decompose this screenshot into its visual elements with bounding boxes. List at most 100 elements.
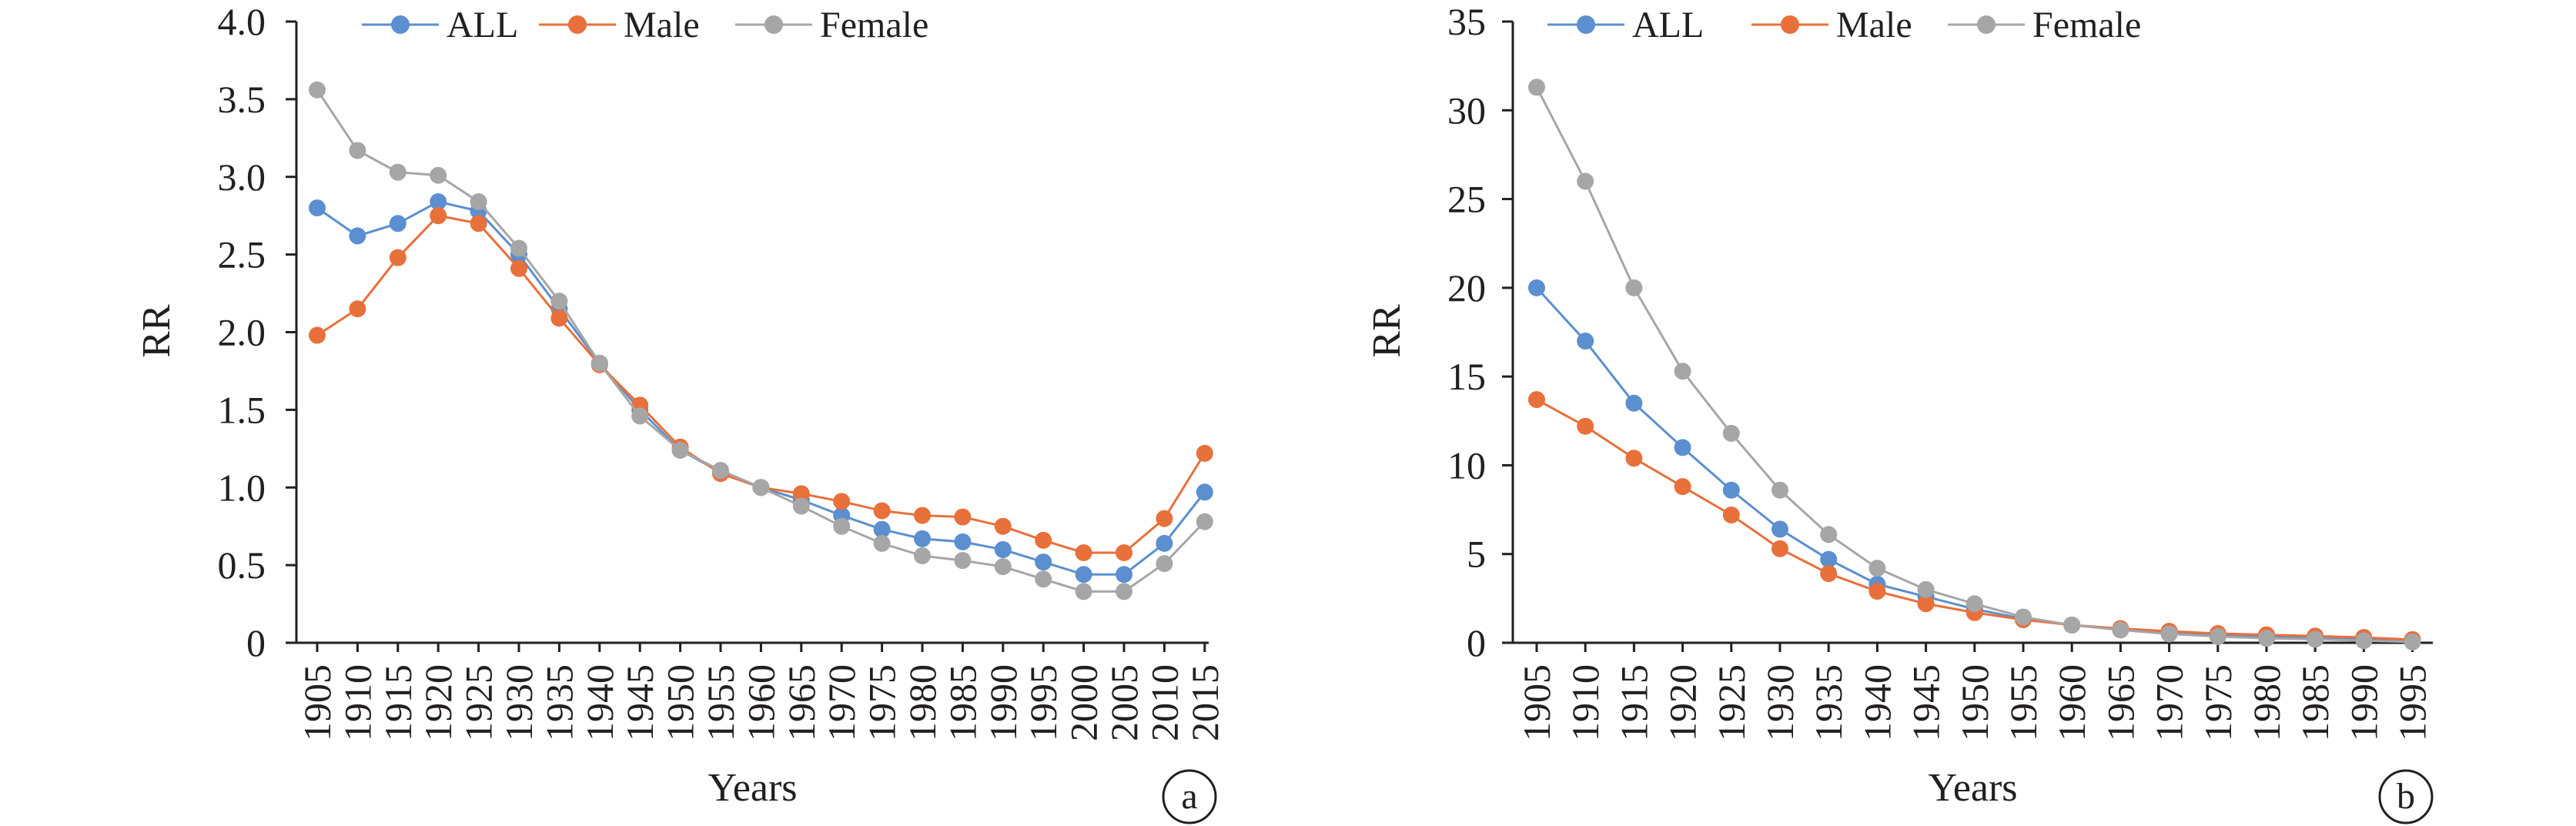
y-tick-label: 1.0 xyxy=(218,466,266,509)
data-point-female xyxy=(1917,580,1935,598)
data-point-female xyxy=(1116,583,1132,600)
x-tick-label: 1960 xyxy=(2050,664,2093,741)
x-tick-label: 1960 xyxy=(739,664,782,741)
x-tick-label: 1990 xyxy=(982,664,1025,741)
data-point-female xyxy=(792,497,810,515)
x-tick-label: 1930 xyxy=(497,664,540,741)
x-tick-label: 1995 xyxy=(1022,664,1065,741)
data-point-female xyxy=(631,407,649,425)
data-point-male xyxy=(1035,531,1052,549)
data-point-female xyxy=(2015,608,2032,626)
data-point-female xyxy=(1771,481,1788,499)
legend-label: Male xyxy=(1836,5,1912,45)
x-tick-label: 2010 xyxy=(1142,664,1186,741)
data-point-female xyxy=(550,293,568,310)
x-tick-label: 1935 xyxy=(537,664,580,741)
y-tick-label: 1.5 xyxy=(218,388,266,431)
legend-marker xyxy=(1977,15,1996,34)
x-tick-label: 1925 xyxy=(457,664,500,741)
data-point-female xyxy=(1965,595,1983,613)
x-tick-label: 1950 xyxy=(1953,664,1996,741)
data-point-male xyxy=(1625,450,1643,467)
data-point-all xyxy=(1625,394,1643,412)
panel-tag-circle xyxy=(1162,769,1217,824)
legend-marker xyxy=(1577,15,1595,34)
data-point-all xyxy=(1116,566,1132,584)
data-point-male xyxy=(389,249,406,266)
data-point-all xyxy=(1577,333,1594,350)
data-point-male xyxy=(349,300,366,318)
data-point-all xyxy=(389,215,406,232)
data-point-all xyxy=(309,199,326,217)
data-point-female xyxy=(2112,621,2129,639)
data-point-male xyxy=(1577,417,1594,435)
data-point-female xyxy=(349,142,366,159)
x-tick-label: 2005 xyxy=(1102,664,1146,741)
legend-marker xyxy=(391,15,410,34)
x-tick-label: 1950 xyxy=(659,664,702,741)
x-tick-label: 1905 xyxy=(1515,664,1558,741)
data-point-female xyxy=(994,558,1012,576)
x-tick-label: 1930 xyxy=(1758,664,1802,741)
data-point-female xyxy=(2209,627,2226,645)
x-tick-label: 1975 xyxy=(2196,664,2240,741)
x-tick-label: 1915 xyxy=(1612,664,1655,741)
data-point-female xyxy=(1868,560,1886,577)
x-tick-label: 1970 xyxy=(820,664,863,741)
data-point-male xyxy=(550,309,568,327)
x-tick-label: 1910 xyxy=(1564,664,1607,741)
x-tick-label: 2000 xyxy=(1062,664,1106,741)
data-point-male xyxy=(1771,540,1788,557)
data-point-all xyxy=(1771,520,1788,538)
data-point-all xyxy=(954,533,972,550)
x-tick-label: 1915 xyxy=(376,664,420,741)
x-tick-label: 1935 xyxy=(1807,664,1850,741)
data-point-male xyxy=(1196,444,1213,462)
legend-marker xyxy=(568,15,587,34)
x-tick-label: 1980 xyxy=(2245,664,2288,741)
x-tick-label: 1970 xyxy=(2148,664,2191,741)
panel-tag-circle xyxy=(2378,769,2434,824)
data-point-male xyxy=(1868,583,1886,600)
data-point-all xyxy=(349,227,366,245)
series-line-female xyxy=(1535,86,2413,644)
data-point-male xyxy=(1820,565,1838,583)
y-axis-title: RR xyxy=(1365,304,1409,358)
data-point-female xyxy=(1196,513,1213,530)
data-point-female xyxy=(2258,630,2275,647)
data-point-all xyxy=(1674,439,1691,456)
x-tick-label: 1925 xyxy=(1710,664,1753,741)
data-point-female xyxy=(1577,172,1594,190)
data-point-female xyxy=(470,193,487,211)
data-point-female xyxy=(1674,363,1691,380)
data-point-female xyxy=(510,239,527,257)
panel-tag-label: b xyxy=(2397,776,2415,817)
legend-marker xyxy=(1781,15,1799,34)
x-tick-label: 1995 xyxy=(2391,664,2434,741)
data-point-female xyxy=(2063,616,2081,634)
y-tick-label: 3.0 xyxy=(218,156,266,199)
x-tick-label: 1945 xyxy=(1905,664,1948,741)
series-line-all xyxy=(1535,286,2413,642)
data-point-all xyxy=(873,520,891,538)
data-point-male xyxy=(1156,510,1173,527)
data-point-all xyxy=(430,193,447,211)
legend-label: Male xyxy=(624,5,700,45)
x-tick-label: 1985 xyxy=(2293,664,2337,741)
data-point-all xyxy=(1528,279,1545,296)
data-point-female xyxy=(2307,630,2324,648)
chart-panel-a: 00.51.01.52.02.53.03.54.0190519101915192… xyxy=(135,0,1226,824)
data-point-female xyxy=(430,166,447,184)
data-point-female xyxy=(590,354,608,372)
x-tick-label: 1920 xyxy=(1661,664,1705,741)
y-tick-label: 2.0 xyxy=(218,311,266,354)
data-point-female xyxy=(1820,526,1838,543)
x-tick-label: 1945 xyxy=(618,664,661,741)
data-point-male xyxy=(954,508,972,526)
data-point-all xyxy=(1035,553,1052,571)
data-point-all xyxy=(1075,566,1092,584)
data-point-male xyxy=(309,326,326,344)
x-tick-label: 1910 xyxy=(336,664,379,741)
data-point-all xyxy=(994,540,1012,558)
